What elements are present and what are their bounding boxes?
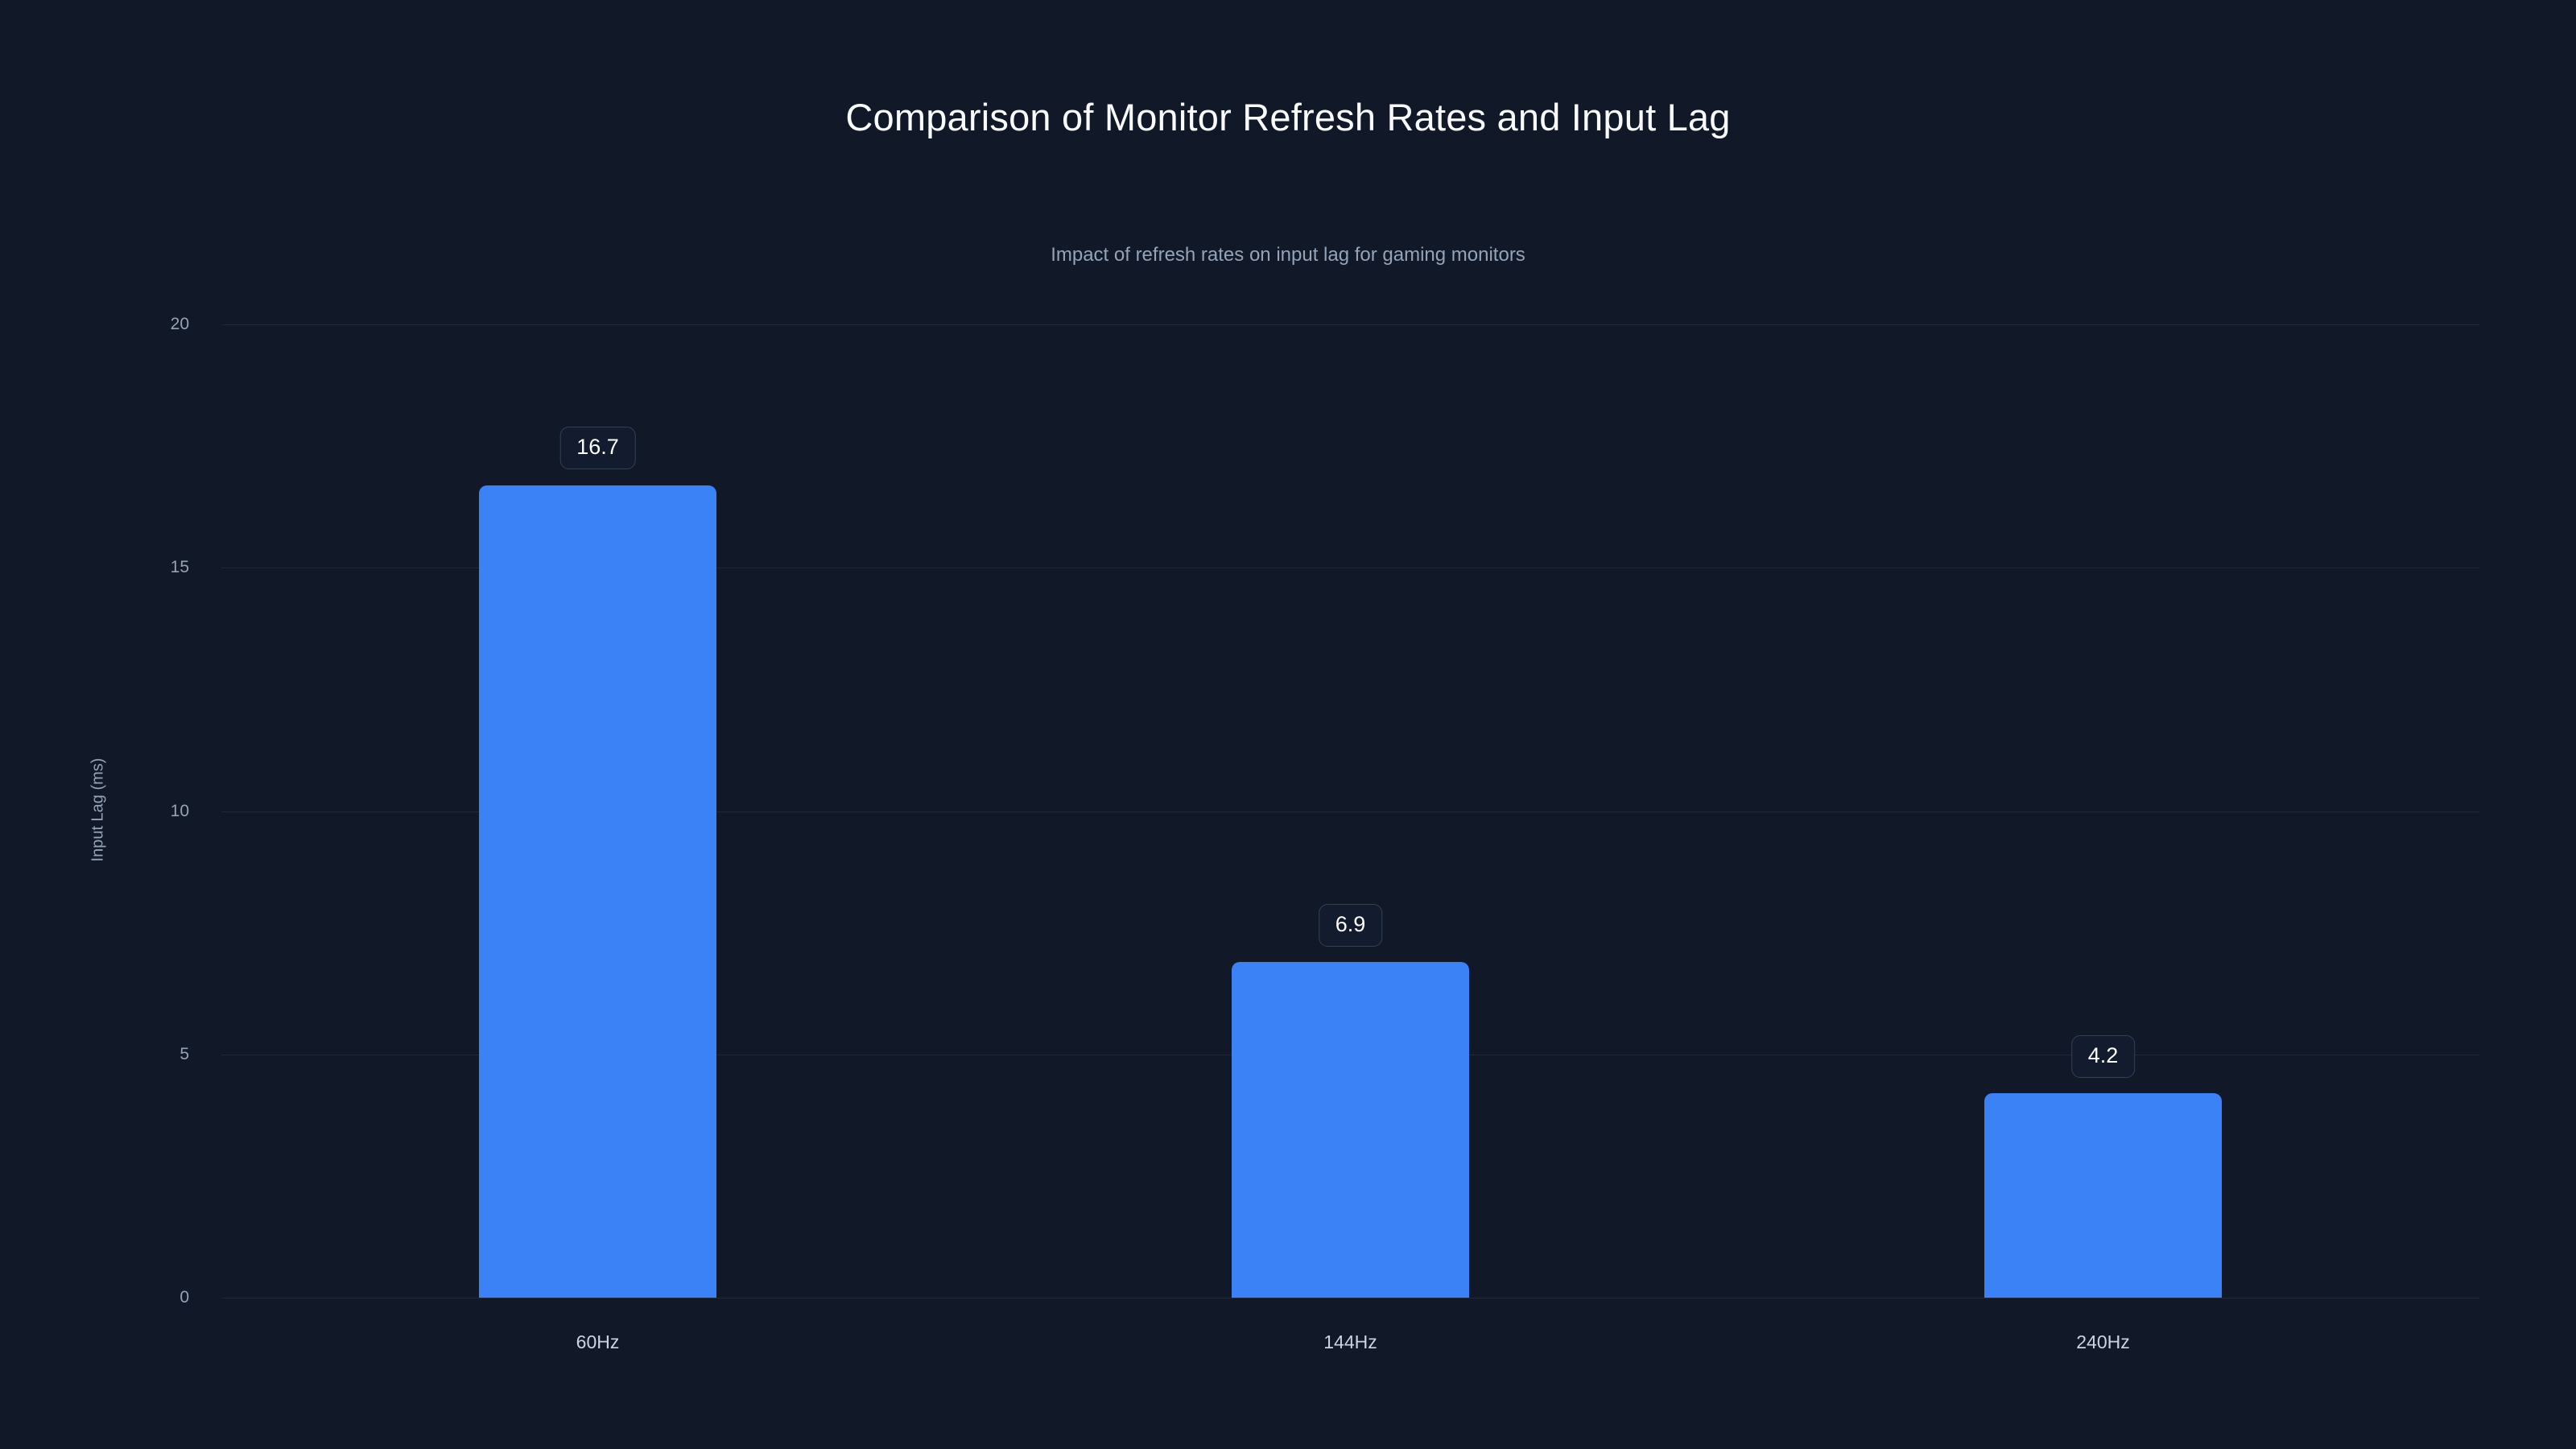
- gridline: [221, 811, 2479, 812]
- bar[interactable]: [1232, 961, 1469, 1298]
- bar-value-label: 16.7: [559, 427, 636, 470]
- bar[interactable]: [1984, 1093, 2222, 1298]
- y-axis-tick-label: 0: [180, 1288, 189, 1307]
- chart-title: Comparison of Monitor Refresh Rates and …: [845, 96, 1731, 138]
- y-axis-tick-label: 5: [180, 1044, 189, 1063]
- gridline: [221, 324, 2479, 325]
- x-axis-category-label: 144Hz: [1323, 1331, 1377, 1352]
- chart-subtitle: Impact of refresh rates on input lag for…: [1051, 244, 1525, 266]
- bar-value-label: 4.2: [2070, 1035, 2136, 1079]
- x-axis-category-label: 240Hz: [2076, 1331, 2130, 1352]
- y-axis-tick-label: 20: [170, 315, 189, 333]
- y-axis-tick-label: 15: [170, 558, 189, 577]
- y-axis-title: Input Lag (ms): [89, 758, 107, 862]
- bar[interactable]: [479, 485, 716, 1298]
- bar-value-label: 6.9: [1318, 903, 1383, 947]
- x-axis-category-label: 60Hz: [576, 1331, 620, 1352]
- plot-area: [221, 324, 2479, 1298]
- y-axis-tick-label: 10: [170, 801, 189, 820]
